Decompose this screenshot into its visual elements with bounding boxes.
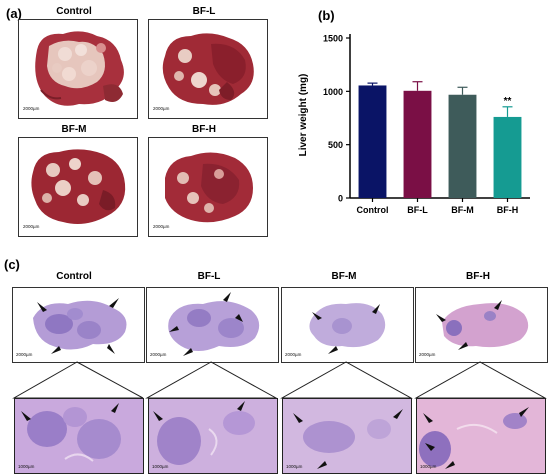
photo-title-bf-h: BF-H [192, 124, 216, 135]
histology-overview-control: 2000µm [12, 287, 145, 363]
y-axis-label: Liver weight (mg) [298, 74, 309, 157]
hist-title-control: Control [56, 271, 92, 282]
histology-overview-bf-l: 2000µm [146, 287, 279, 363]
panel-b-label: (b) [318, 8, 335, 23]
scale-bar-photo-control: 2000µm [23, 106, 40, 111]
hist-title-bf-l: BF-L [197, 271, 221, 282]
chart-bars: ** [358, 81, 522, 198]
significance-mark: ** [504, 96, 512, 107]
liver-photo-bf-h: 2000µm [148, 137, 268, 237]
x-tick-label: BF-H [497, 205, 519, 215]
scale-bar-photo-bf-l: 2000µm [153, 106, 170, 111]
liver-photo-bf-m: 2000µm [18, 137, 138, 237]
histology-zoom-bf-l: 1000µm [148, 398, 278, 474]
scale-bar-zoom-bf-h: 1000µm [420, 464, 437, 469]
scale-bar-zoom-bf-l: 1000µm [152, 464, 169, 469]
photo-title-bf-m: BF-M [61, 124, 87, 135]
y-tick-label: 0 [338, 194, 343, 204]
y-tick-label: 1500 [323, 34, 343, 44]
bar-bf-l [403, 90, 432, 198]
histology-zoom-bf-m: 1000µm [282, 398, 412, 474]
hist-title-bf-m: BF-M [331, 271, 357, 282]
scale-bar-zoom-bf-m: 1000µm [286, 464, 303, 469]
scale-bar-zoom-control: 1000µm [18, 464, 35, 469]
bar-bf-m [448, 94, 477, 198]
histology-overview-bf-h: 2000µm [415, 287, 548, 363]
scale-bar-photo-bf-h: 2000µm [153, 224, 170, 229]
panel-c-label: (c) [4, 257, 20, 272]
chart-ticks: 0 500 1000 1500 Control BF-L BF-M BF-H [323, 34, 518, 216]
y-tick-label: 500 [328, 140, 343, 150]
hist-title-bf-h: BF-H [466, 271, 490, 282]
scale-bar-overview-control: 2000µm [16, 352, 33, 357]
liver-weight-bar-chart: Liver weight (mg) ** 0 500 1000 1500 Control… [298, 34, 530, 216]
histology-zoom-bf-h: 1000µm [416, 398, 546, 474]
scale-bar-overview-bf-h: 2000µm [419, 352, 436, 357]
x-tick-label: BF-L [407, 205, 428, 215]
x-tick-label: BF-M [451, 205, 474, 215]
histology-zoom-control: 1000µm [14, 398, 144, 474]
scale-bar-overview-bf-m: 2000µm [285, 352, 302, 357]
photo-title-bf-l: BF-L [192, 6, 216, 17]
panel-a-label: (a) [6, 6, 22, 21]
bar-bf-h [493, 116, 522, 198]
liver-photo-control: 2000µm [18, 19, 138, 119]
bar-control [358, 85, 387, 198]
liver-photo-bf-l: 2000µm [148, 19, 268, 119]
photo-title-control: Control [56, 6, 92, 17]
scale-bar-photo-bf-m: 2000µm [23, 224, 40, 229]
histology-overview-bf-m: 2000µm [281, 287, 414, 363]
x-tick-label: Control [357, 205, 389, 215]
scale-bar-overview-bf-l: 2000µm [150, 352, 167, 357]
y-tick-label: 1000 [323, 87, 343, 97]
